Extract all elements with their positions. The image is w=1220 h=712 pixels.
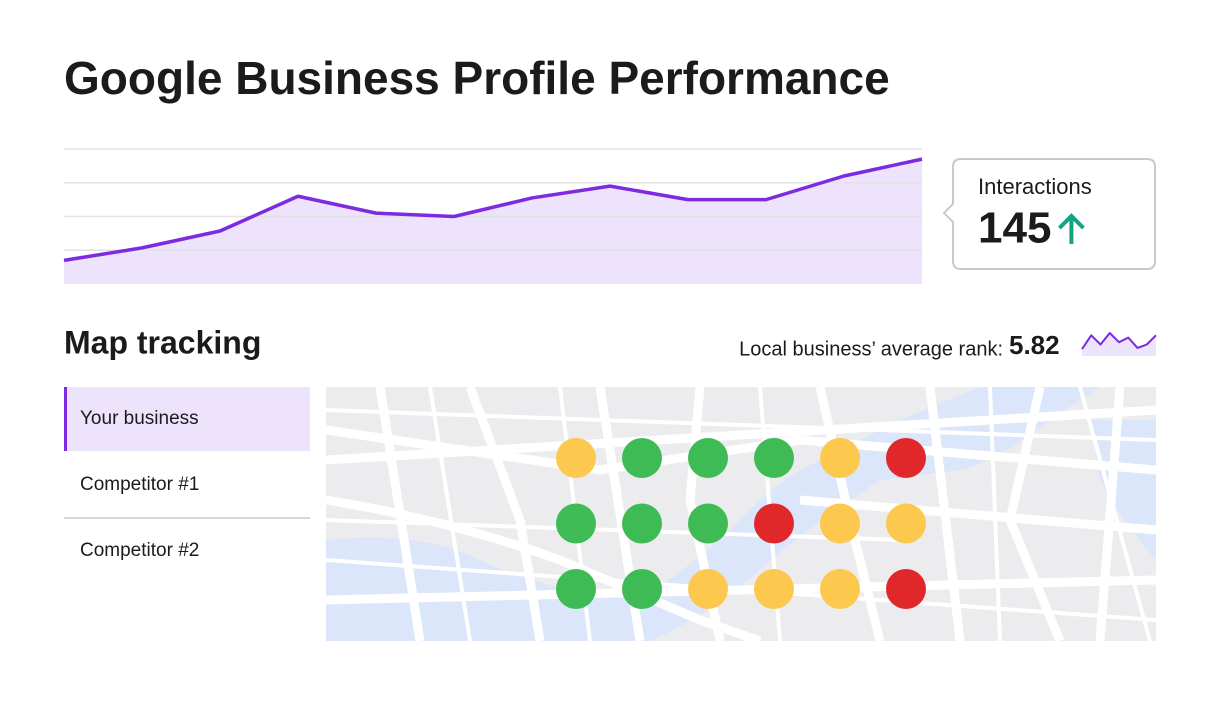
interactions-card: Interactions 145 [942,158,1156,270]
tab-label[interactable]: Competitor #1 [80,474,199,495]
active-tab-bg [64,387,310,451]
line [63,157,923,263]
rank-dot [886,569,926,609]
area [64,159,922,284]
rank-dot [556,503,596,544]
rank-dot [688,569,728,609]
map [326,387,1156,641]
active-tab-marker [64,387,67,451]
tab-label[interactable]: Competitor #2 [80,540,199,561]
rank-dot [622,438,662,478]
tabs: Your business Competitor #1 Competitor #2 [64,387,310,561]
rank-dot [622,569,662,609]
line [1081,332,1157,350]
section-title: Map tracking [64,324,261,360]
rank-dot [688,438,728,478]
rank-dot [886,438,926,478]
tab-label[interactable]: Your business [80,408,199,429]
rank-dot [820,503,860,544]
card-frame [942,158,1156,270]
rank-dot [754,438,794,478]
rank-value: 5.82 [1009,330,1060,360]
rank-dot [820,569,860,609]
page-title: Google Business Profile Performance [64,52,890,104]
rank-dot [754,503,794,544]
rank-dot [688,503,728,544]
rank-grid [556,438,926,609]
rank-dot [886,503,926,544]
rank-dot [556,569,596,609]
rank-dot [556,438,596,478]
area [1082,333,1156,356]
card-label: Interactions [978,174,1092,199]
up-arrow [1058,213,1085,244]
rank-dot [622,503,662,544]
rank-label: Local business’ average rank: [739,338,1003,360]
card-value: 145 [978,204,1051,253]
rank-dot [820,438,860,478]
rank-dot [754,569,794,609]
